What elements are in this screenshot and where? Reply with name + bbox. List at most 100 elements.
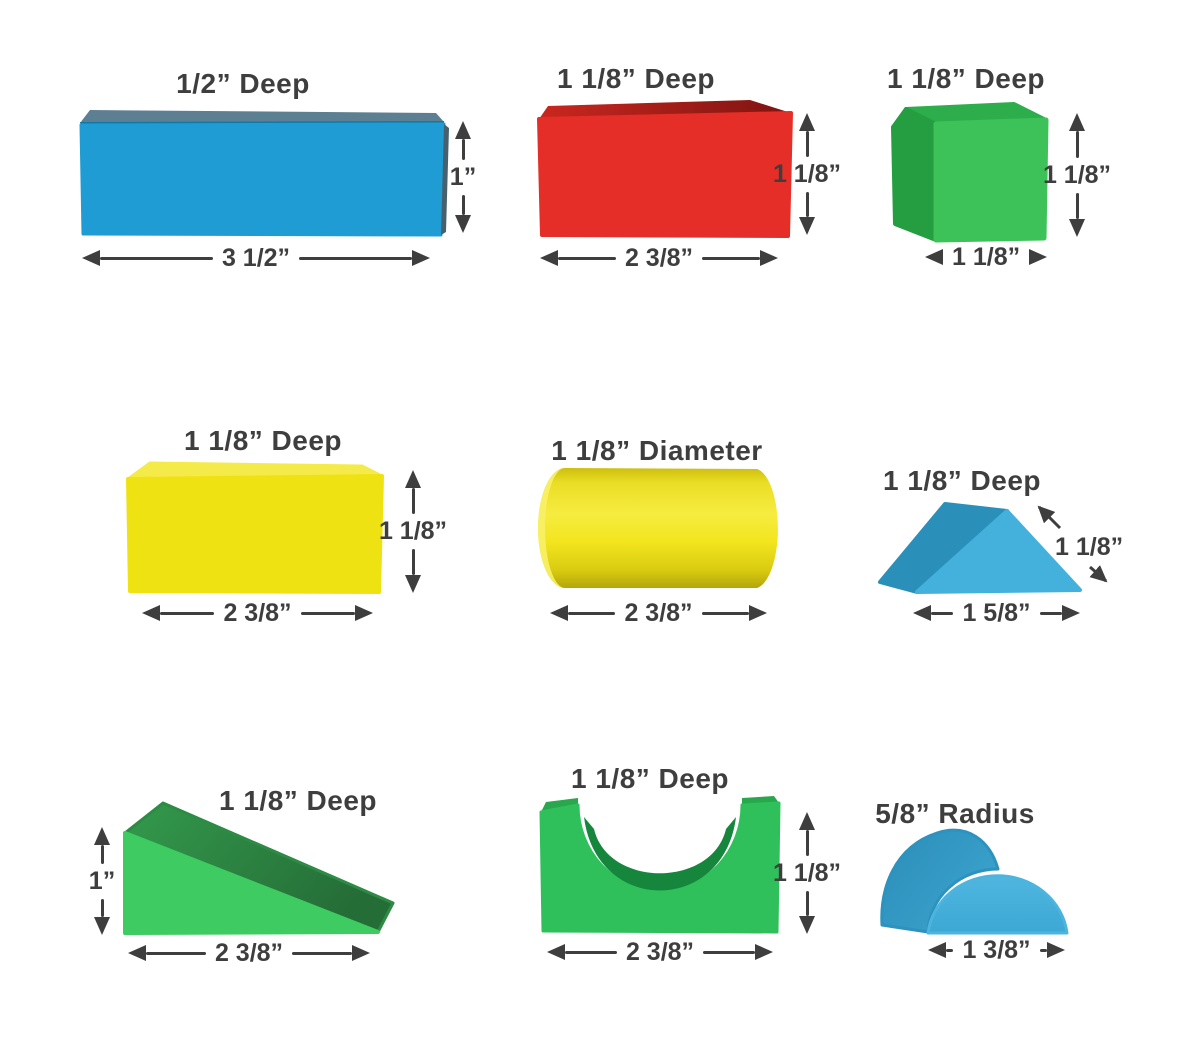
arrow-left-icon (925, 249, 943, 265)
plank-top-face (80, 110, 444, 123)
arrow-up-icon (799, 812, 815, 830)
width-value: 2 3/8” (624, 598, 693, 627)
half-cylinder-body (880, 828, 1000, 934)
cell-green-arch: 1 1/8” Deep 1 1/8” 2 3/8” (536, 760, 870, 980)
green-ramp-figure (123, 801, 395, 935)
height-value: 1 1/8” (772, 159, 842, 188)
dimension-line (100, 256, 213, 260)
dimension-line (1075, 131, 1079, 158)
arrow-right-icon (1029, 249, 1048, 265)
arrow-down-icon (94, 917, 110, 935)
plank-right-edge (441, 124, 449, 235)
dimension-line (703, 950, 756, 954)
arrow-right-icon (355, 605, 374, 621)
ramp-width-dimension: 2 3/8” (128, 938, 371, 968)
dimension-line (1075, 192, 1079, 219)
arch-width-dimension: 2 3/8” (547, 937, 774, 967)
arrow-down-icon (799, 217, 815, 235)
triangle-width-dimension: 1 5/8” (913, 598, 1081, 628)
dimension-line (411, 488, 415, 514)
red-block-figure (537, 100, 793, 238)
arrow-right-icon (760, 250, 779, 266)
arrow-left-icon (128, 945, 146, 961)
depth-label: 1 1/8” Deep (183, 425, 343, 456)
arrow-right-icon (755, 944, 774, 960)
width-value: 3 1/2” (221, 243, 291, 272)
depth-label: 1 1/8” Deep (882, 465, 1042, 496)
depth-label: 1 1/8” Deep (218, 785, 378, 816)
dimension-line (1039, 948, 1048, 952)
height-value: 1” (449, 162, 477, 191)
dimension-line (701, 611, 750, 615)
cell-yellow-block: 1 1/8” Deep 1 1/8” 2 3/8” (126, 425, 466, 640)
cell-red-block: 1 1/8” Deep 1 1/8” 2 3/8” (535, 55, 865, 290)
width-value: 2 3/8” (223, 598, 292, 627)
half-cylinder-front-face (926, 874, 1069, 935)
arrow-up-icon (405, 470, 421, 488)
yellow-height-dimension: 1 1/8” (373, 470, 453, 593)
dimension-line (702, 256, 761, 260)
cell-yellow-cylinder: 1 1/8” Diameter 2 3/8” (538, 425, 858, 640)
arrow-right-icon (749, 605, 768, 621)
cube-height-dimension: 1 1/8” (1037, 113, 1117, 237)
dimension-line (146, 951, 206, 955)
red-width-dimension: 2 3/8” (540, 243, 779, 273)
arrow-up-icon (455, 121, 471, 139)
width-value: 1 1/8” (952, 242, 1021, 271)
width-value: 2 3/8” (624, 243, 694, 272)
dimension-line (461, 194, 465, 215)
dimension-line (461, 139, 465, 160)
diameter-label: 1 1/8” Diameter (551, 435, 763, 466)
width-value: 2 3/8” (214, 938, 284, 967)
green-cube-figure (891, 102, 1049, 243)
arrow-right-icon (352, 945, 371, 961)
blue-triangle-figure (878, 502, 1082, 594)
plank-front-face (79, 122, 446, 237)
slope-arrow-down-right (1089, 565, 1108, 583)
cylinder-end-cap (538, 468, 565, 588)
dimension-line (411, 549, 415, 575)
yellow-width-dimension: 2 3/8” (142, 598, 374, 628)
arch-height-dimension: 1 1/8” (767, 812, 847, 934)
dimension-line (805, 131, 809, 157)
dimension-line (100, 845, 104, 864)
arrow-left-icon (913, 605, 931, 621)
arrow-down-icon (455, 215, 471, 233)
arrow-left-icon (547, 944, 565, 960)
plank-height-dimension: 1” (433, 121, 493, 233)
width-value: 1 5/8” (962, 598, 1031, 627)
arrow-up-icon (1069, 113, 1085, 131)
height-value: 1 1/8” (772, 858, 842, 887)
blue-half-cylinder-figure (880, 828, 1069, 935)
blue-plank-figure (79, 110, 449, 237)
arch-top-left-face (541, 798, 578, 812)
dimension-line (565, 950, 617, 954)
arrow-left-icon (142, 605, 160, 621)
cell-green-cube: 1 1/8” Deep 1 1/8” 1 1/8” (886, 55, 1190, 290)
dimension-line (805, 830, 809, 856)
slope-value: 1 1/8” (1055, 533, 1124, 561)
red-height-dimension: 1 1/8” (767, 113, 847, 235)
height-value: 1 1/8” (1042, 160, 1112, 189)
arrow-right-icon (412, 250, 431, 266)
radius-label: 5/8” Radius (875, 798, 1035, 829)
dimension-line (946, 948, 954, 952)
cylinder-body (538, 468, 778, 588)
arch-inner-surface (584, 817, 736, 891)
yellow-block-figure (126, 461, 384, 594)
height-value: 1 1/8” (378, 517, 448, 545)
dimension-line (558, 256, 616, 260)
slope-arrow-up-left (1037, 505, 1062, 530)
dimension-line (292, 951, 353, 955)
arrow-down-icon (405, 575, 421, 593)
cylinder-width-dimension: 2 3/8” (550, 598, 768, 628)
green-arch-figure (539, 796, 781, 934)
depth-label: 1 1/8” Deep (556, 63, 716, 94)
dimension-line (160, 611, 215, 615)
width-value: 2 3/8” (625, 937, 695, 966)
ramp-height-dimension: 1” (72, 827, 132, 935)
arrow-right-icon (1062, 605, 1081, 621)
yellow-front-face (126, 474, 384, 594)
arch-front-face (539, 801, 781, 934)
